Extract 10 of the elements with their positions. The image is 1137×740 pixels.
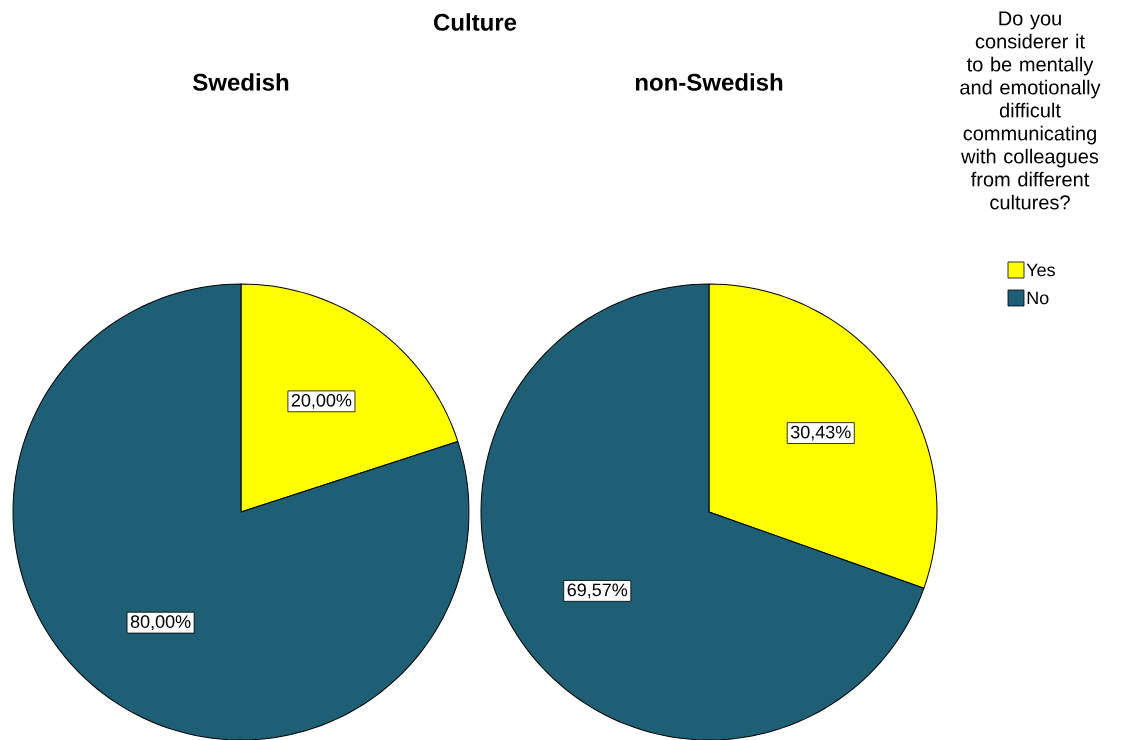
text: Do you considerer it to be mentally and emotionally difficult communicating with colleagues from different cultures? — [960, 11, 1101, 210]
data-label: 20,00% — [291, 393, 352, 409]
data-label: 69,57% — [567, 583, 628, 599]
chart-title: Swedish — [193, 73, 289, 91]
legend-label: No — [1027, 291, 1049, 305]
legend-label: Yes — [1026, 263, 1055, 277]
chart-title: non-Swedish — [635, 73, 783, 91]
data-label: 80,00% — [130, 615, 191, 631]
data-label: 30,43% — [790, 425, 851, 441]
text: Culture — [433, 13, 517, 31]
